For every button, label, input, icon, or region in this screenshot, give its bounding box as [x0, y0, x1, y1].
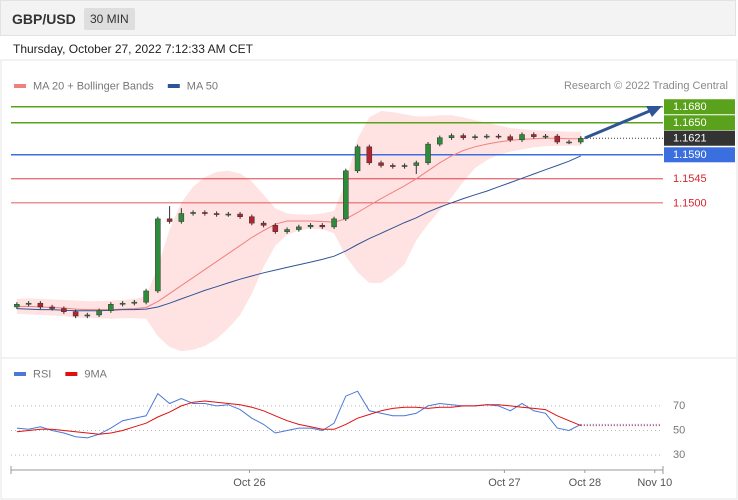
- y-tick-label: 50: [673, 424, 685, 436]
- last-price-box: [664, 130, 735, 146]
- header-bar: GBP/USD 30 MIN: [0, 0, 736, 36]
- candle-body: [202, 212, 208, 214]
- candle-body: [108, 304, 114, 311]
- candle-body: [84, 314, 91, 317]
- candle-body: [343, 170, 349, 220]
- x-tick-label: Oct 26: [233, 477, 265, 489]
- symbol: GBP/USD: [12, 11, 76, 27]
- indicator-line: [16, 400, 581, 435]
- candle-body: [96, 310, 102, 316]
- candle-body: [25, 302, 32, 305]
- panel-border: [0, 59, 738, 500]
- candle-body: [249, 216, 255, 224]
- candle-body: [155, 218, 161, 292]
- legend-label: MA 20 + Bollinger Bands: [33, 80, 154, 92]
- y-tick-label: 30: [673, 449, 685, 461]
- candle-body: [166, 218, 173, 222]
- candle-body: [495, 135, 502, 138]
- candle-body: [460, 135, 467, 138]
- level-label-box: [664, 115, 735, 131]
- candle-body: [178, 213, 185, 222]
- rsi-panel: 30 50 70 Oct 26 Oct 27 Oct 28 Nov 10 RSI 9MA: [10, 368, 685, 489]
- candle-body: [437, 137, 443, 145]
- candle-body: [507, 136, 514, 141]
- candle-body: [319, 225, 326, 228]
- candle-body: [366, 146, 373, 164]
- candle-body: [448, 135, 455, 138]
- candle-body: [390, 165, 396, 167]
- candle-body: [578, 137, 584, 143]
- level-label: 1.1680: [673, 101, 707, 113]
- legend-swatch: [14, 84, 26, 88]
- candle-body: [378, 162, 384, 166]
- candle-body: [554, 135, 561, 143]
- candle-body: [296, 226, 302, 230]
- x-tick-label: Oct 27: [488, 477, 520, 489]
- candle-body: [472, 136, 478, 138]
- candle-body: [284, 229, 290, 232]
- level-label-box: [664, 147, 735, 163]
- level-label: 1.1500: [673, 197, 707, 209]
- candle-body: [307, 225, 314, 228]
- x-tick-label: Oct 28: [569, 477, 601, 489]
- x-tick-label: Nov 10: [637, 477, 672, 489]
- indicator-line: [16, 390, 582, 439]
- candle-body: [425, 143, 431, 164]
- legend-label: 9MA: [84, 368, 107, 380]
- candle-body: [49, 306, 55, 309]
- candle-body: [213, 213, 220, 215]
- candle-body: [237, 213, 243, 217]
- candle-body: [37, 302, 44, 308]
- timestamp: Thursday, October 27, 2022 7:12:33 AM CE…: [13, 42, 253, 56]
- level-label: 1.1545: [673, 173, 707, 185]
- candle-body: [14, 304, 20, 308]
- level-label-box: [664, 99, 735, 115]
- candle-body: [484, 135, 490, 138]
- candle-body: [401, 165, 408, 167]
- candle-body: [119, 302, 126, 305]
- legend-label: RSI: [33, 368, 51, 380]
- candle-body: [566, 141, 572, 144]
- candle-body: [190, 212, 196, 214]
- candle-body: [225, 213, 232, 216]
- y-tick-label: 70: [673, 400, 685, 412]
- level-label: 1.1590: [673, 149, 707, 161]
- arrow-head: [646, 106, 662, 117]
- candle-body: [413, 162, 420, 166]
- candle-body: [519, 134, 525, 141]
- level-label: 1.1650: [673, 117, 707, 129]
- legend-swatch: [167, 84, 180, 88]
- legend-swatch: [65, 372, 78, 376]
- candle-body: [131, 301, 138, 304]
- legend-swatch: [14, 372, 26, 376]
- timeframe-button[interactable]: 30 MIN: [84, 8, 135, 30]
- candle-body: [61, 308, 67, 313]
- forecast-arrow: [584, 108, 653, 140]
- candle-body: [72, 311, 79, 317]
- candle-body: [272, 225, 279, 232]
- candle-body: [143, 290, 149, 303]
- last-price-label: 1.1621: [673, 133, 707, 145]
- legend-label: MA 50: [187, 80, 218, 92]
- candle-body: [542, 135, 549, 138]
- price-panel: 1.1680 1.1650 1.1590 1.1545 1.1500 1.1621 MA 2…: [11, 80, 735, 352]
- candle-body: [260, 222, 267, 226]
- candle-body: [354, 146, 361, 172]
- credit: Research © 2022 Trading Central: [564, 80, 728, 92]
- candle-body: [531, 134, 537, 137]
- candle-body: [331, 218, 337, 228]
